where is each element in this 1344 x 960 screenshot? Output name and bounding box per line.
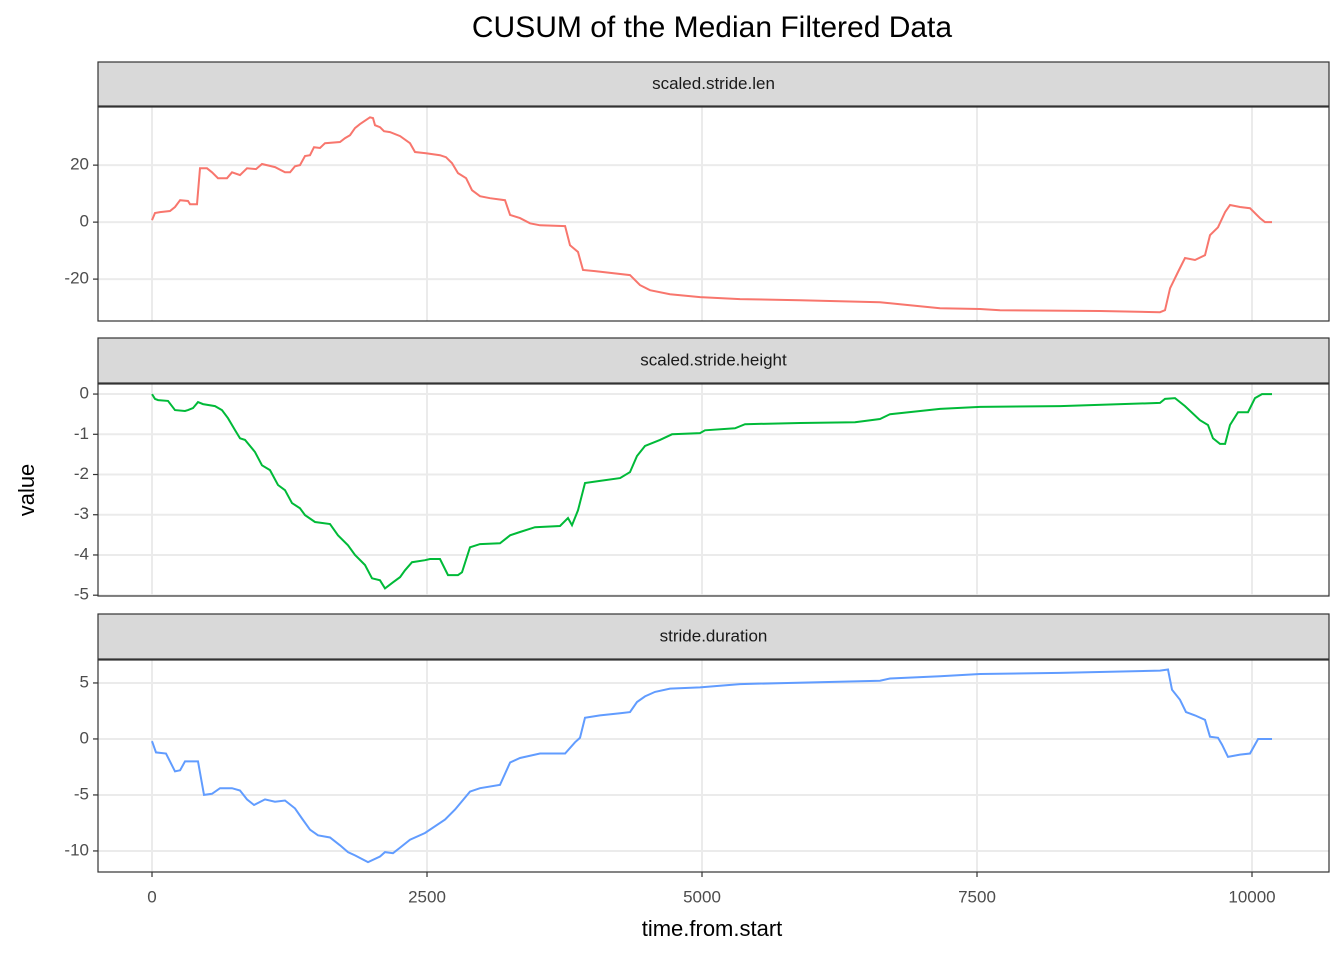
x-tick-label: 10000	[1228, 887, 1275, 906]
y-tick-label: 0	[80, 728, 89, 747]
y-tick-label: 5	[80, 672, 89, 691]
y-tick-label: -3	[74, 504, 89, 523]
strip-label: scaled.stride.len	[652, 74, 775, 93]
y-axis-label: value	[14, 464, 39, 517]
y-tick-label: -10	[64, 840, 89, 859]
x-tick-label: 2500	[408, 887, 446, 906]
series-line	[151, 116, 1272, 314]
y-tick-label: -1	[74, 424, 89, 443]
panel-border	[97, 106, 1330, 322]
chart-title: CUSUM of the Median Filtered Data	[472, 11, 953, 44]
y-tick-label: 0	[80, 212, 89, 231]
series-line	[151, 668, 1272, 864]
x-axis-label: time.from.start	[642, 916, 783, 941]
y-tick-label: -5	[74, 585, 89, 604]
y-tick-label: 0	[80, 384, 89, 403]
panel-border	[97, 383, 1330, 597]
y-tick-label: -20	[64, 269, 89, 288]
y-tick-label: 20	[70, 155, 89, 174]
strip	[97, 61, 1330, 107]
panel-background	[98, 107, 1329, 321]
strip-label: scaled.stride.height	[640, 350, 787, 369]
strip	[97, 613, 1330, 660]
strip	[97, 337, 1330, 384]
y-tick-label: -4	[74, 544, 89, 563]
x-tick-label: 7500	[958, 887, 996, 906]
x-tick-label: 5000	[683, 887, 721, 906]
x-tick-label: 0	[147, 887, 156, 906]
panel-background	[98, 660, 1329, 872]
series-line	[151, 393, 1272, 590]
panel-border	[97, 659, 1330, 873]
panel-background	[98, 384, 1329, 596]
y-tick-label: -5	[74, 784, 89, 803]
y-tick-label: -2	[74, 464, 89, 483]
strip-label: stride.duration	[660, 626, 768, 645]
